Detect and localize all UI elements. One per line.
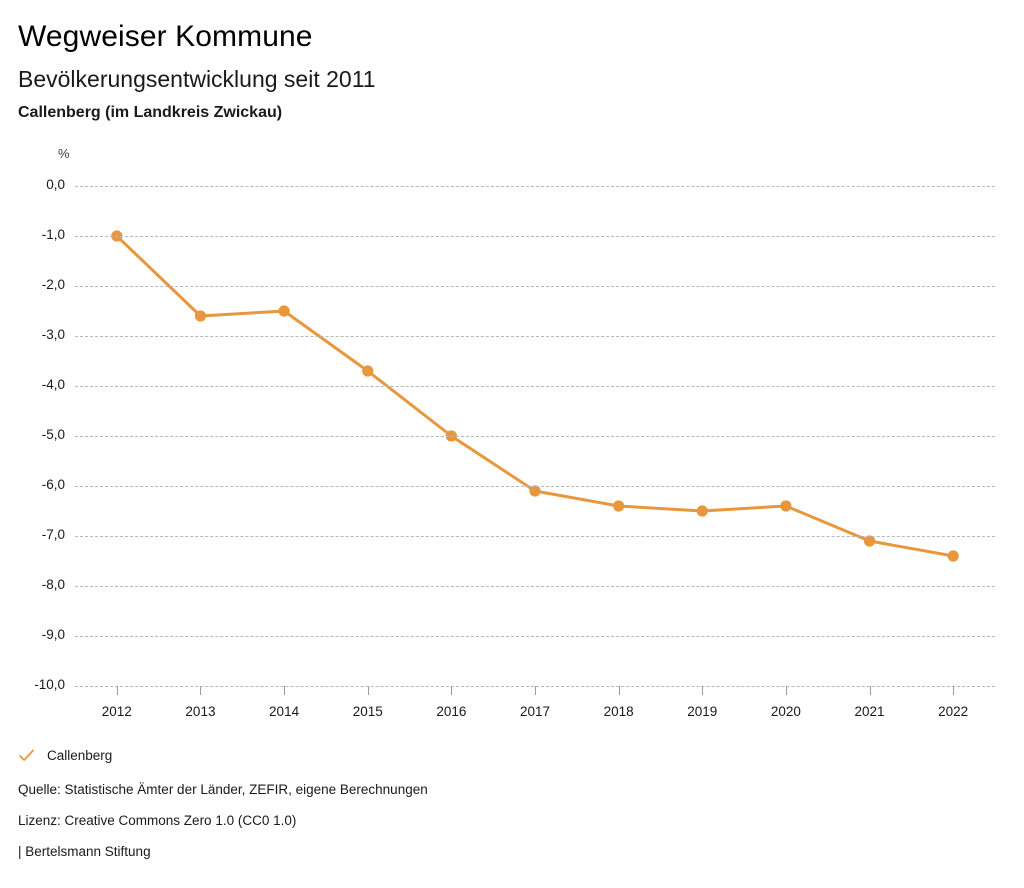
gridline	[75, 486, 995, 487]
data-point-marker[interactable]	[863, 535, 876, 547]
x-axis-tick	[869, 686, 871, 695]
chart-legend: Callenberg	[18, 744, 112, 766]
x-axis-tick-label: 2022	[938, 704, 969, 719]
data-point-marker[interactable]	[194, 310, 207, 322]
x-axis-tick	[116, 686, 118, 695]
x-axis-tick-label: 2015	[352, 704, 383, 719]
y-axis-tick-label: -2,0	[41, 277, 65, 292]
gridline	[75, 436, 995, 437]
series-callenberg	[111, 230, 959, 562]
plot-area: 0,0 -1,0 -2,0 -3,0 -4,0 -5,0 -6,0 -7,0 -8,0 -9,0 -…	[34, 177, 995, 719]
y-axis-tick-label: -3,0	[41, 327, 65, 342]
gridline	[75, 336, 995, 337]
series-line	[115, 234, 955, 558]
x-axis-tick-label: 2021	[854, 704, 885, 719]
y-axis-tick-label: -5,0	[41, 427, 65, 442]
gridline	[75, 636, 995, 637]
data-point-marker[interactable]	[278, 305, 290, 317]
gridline	[75, 386, 995, 387]
y-axis-tick-label: -6,0	[41, 477, 65, 492]
x-axis-tick-label: 2017	[519, 704, 551, 719]
x-axis-tick	[200, 686, 202, 695]
y-axis-tick-label: -9,0	[41, 627, 65, 642]
gridline	[75, 236, 995, 237]
chart-subtitle: Bevölkerungsentwicklung seit 2011	[18, 66, 376, 92]
x-axis-tick	[953, 686, 955, 695]
chart-region-label: Callenberg (im Landkreis Zwickau)	[18, 104, 283, 121]
x-axis-tick	[367, 686, 369, 695]
legend-item-label[interactable]: Callenberg	[47, 747, 113, 763]
data-point-marker[interactable]	[529, 485, 541, 497]
gridline	[75, 586, 995, 587]
x-axis-tick-label: 2012	[101, 704, 132, 719]
x-axis-tick-label: 2014	[269, 704, 300, 719]
footer-publisher: | Bertelsmann Stiftung	[18, 844, 151, 859]
gridline	[75, 186, 995, 187]
x-axis-tick-label: 2013	[185, 704, 216, 719]
footer-license: Lizenz: Creative Commons Zero 1.0 (CC0 1…	[18, 813, 297, 828]
y-axis-unit-label: %	[58, 146, 70, 161]
legend-check-icon[interactable]	[18, 747, 35, 764]
data-point-marker[interactable]	[445, 430, 457, 442]
x-axis-tick	[451, 686, 453, 695]
x-axis-tick-label: 2016	[436, 704, 467, 719]
data-point-marker[interactable]	[696, 505, 708, 517]
x-axis-tick	[535, 686, 536, 695]
y-axis-tick-label: -8,0	[41, 577, 65, 592]
y-axis-tick-label: -4,0	[41, 377, 65, 392]
gridline	[75, 536, 995, 537]
footer-source: Quelle: Statistische Ämter der Länder, Z…	[18, 782, 428, 797]
x-axis-tick	[618, 686, 620, 695]
gridline	[75, 286, 995, 287]
x-axis-tick	[785, 686, 787, 695]
x-axis-tick	[702, 686, 704, 695]
data-point-marker[interactable]	[362, 365, 374, 377]
page-title: Wegweiser Kommune	[18, 20, 313, 53]
x-axis-tick	[284, 686, 286, 695]
x-axis-tick-label: 2018	[603, 704, 634, 719]
data-point-marker[interactable]	[947, 550, 959, 562]
y-axis-tick-label: 0,0	[46, 177, 65, 192]
y-axis-tick-label: -10,0	[34, 677, 65, 692]
y-axis-tick-label: -1,0	[41, 227, 65, 242]
data-point-marker[interactable]	[780, 500, 792, 512]
chart-footer: Quelle: Statistische Ämter der Länder, Z…	[18, 782, 718, 859]
x-axis-tick-label: 2019	[687, 704, 718, 719]
y-axis-tick-label: -7,0	[41, 527, 65, 542]
x-axis-tick-label: 2020	[770, 704, 801, 719]
data-point-marker[interactable]	[613, 500, 625, 512]
